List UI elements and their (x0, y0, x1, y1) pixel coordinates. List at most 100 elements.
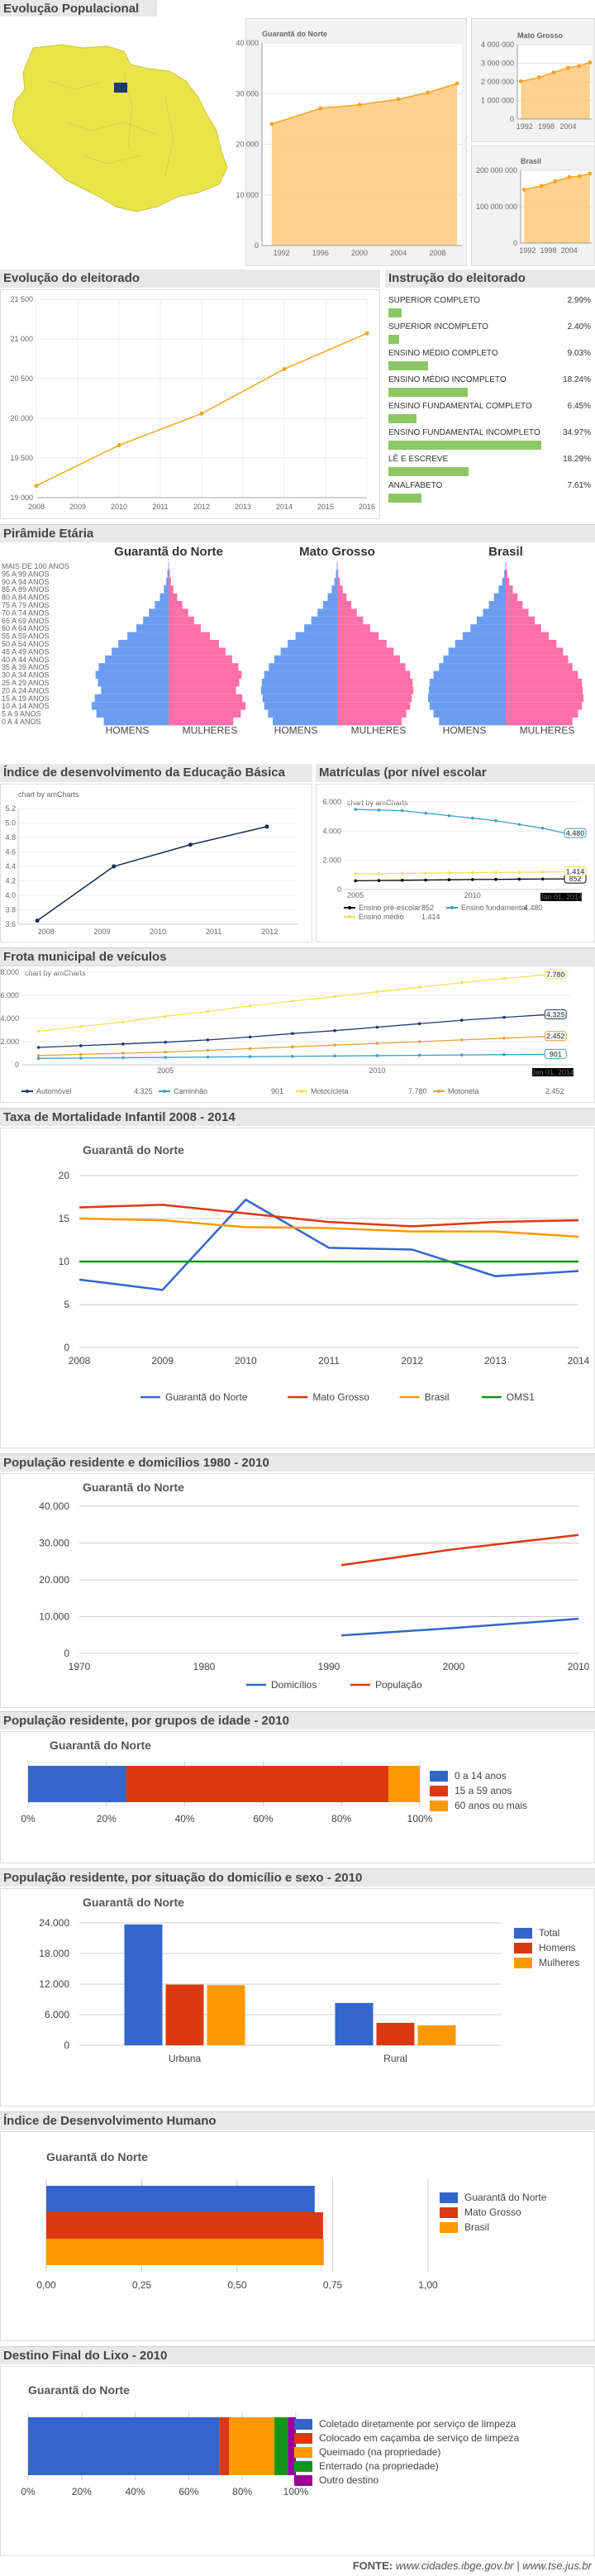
data-point (121, 1056, 125, 1060)
bar-women (169, 647, 226, 656)
education-bar (388, 441, 541, 450)
legend-value: 2.452 (545, 1087, 564, 1095)
data-point (565, 65, 570, 70)
x-tick-label: 2011 (152, 503, 168, 511)
data-point (540, 827, 545, 830)
age-label: 60 A 64 ANOS (2, 624, 50, 632)
data-point (502, 1037, 506, 1040)
chart-title: Guarantã do Norte (262, 30, 327, 38)
data-point (282, 366, 287, 371)
x-tick-label: 1,00 (418, 2279, 438, 2291)
bar-men (91, 702, 169, 710)
value-badge (544, 969, 567, 980)
bar-men (448, 647, 506, 656)
x-tick-label: 2012 (401, 1355, 423, 1367)
data-point (460, 1018, 464, 1022)
section-title-mortality: Taxa de Mortalidade Infantil 2008 - 2014 (0, 1108, 595, 1126)
x-tick-label: 2004 (561, 246, 578, 255)
legend-label: Guarantã do Norte (464, 2192, 547, 2203)
bar-women (169, 577, 171, 586)
x-tick-label: 0% (21, 1813, 36, 1825)
education-row: SUPERIOR INCOMPLETO 2.40% (388, 322, 591, 347)
age-label: 25 A 29 ANOS (2, 679, 50, 687)
stacked-segment (219, 2417, 229, 2475)
data-point (79, 1057, 83, 1060)
age-groups-chart: Guarantã do Norte 0% 20% 40% 60% 80% 100% 0 a 1… (21, 1739, 527, 1825)
data-point (291, 1054, 294, 1058)
bar-men (331, 585, 337, 594)
bar-women (169, 663, 239, 671)
electorate-panel (0, 289, 380, 519)
y-tick-label: 4.4 (5, 862, 16, 871)
bar-women (337, 570, 339, 578)
map-shape (12, 44, 228, 212)
y-tick-label: 20 500 (10, 374, 33, 383)
education-label: SUPERIOR COMPLETO (388, 296, 480, 305)
stacked-segment (388, 1766, 420, 1802)
bar-men (94, 694, 169, 703)
data-point (333, 995, 336, 999)
legend-swatch (294, 2475, 312, 2486)
age-label: 50 A 54 ANOS (2, 640, 50, 648)
chart-title: Guarantã do Norte (83, 1896, 184, 1909)
value-badge (544, 1031, 567, 1042)
series-line (38, 974, 547, 1033)
area-fill (524, 174, 590, 243)
date-badge-text: Jan 01, 2014 (540, 893, 583, 901)
area-fill (271, 83, 458, 246)
date-badge (532, 1068, 574, 1076)
y-tick-label: 20 000 (236, 141, 259, 149)
bar-women (169, 593, 178, 601)
education-value: 34.97% (563, 428, 591, 437)
bar-men (274, 655, 337, 664)
legend-swatch (294, 2447, 312, 2458)
data-point (447, 813, 451, 818)
legend-label: Homens (539, 1942, 576, 1953)
electorate-chart: 19 000 19 500 20 000 20 500 21 000 21 500 2008… (10, 295, 375, 511)
bar-women (337, 709, 407, 718)
education-row: ANALFABETO 7.61% (388, 481, 591, 506)
legend-label: Guarantã do Norte (165, 1391, 248, 1403)
education-bar (388, 494, 422, 503)
value-badge-text: 2.452 (546, 1033, 565, 1041)
y-tick-label: 2.000 (322, 856, 341, 865)
education-bar (388, 335, 399, 344)
series-line (355, 809, 567, 834)
bar-men (95, 670, 169, 679)
bar-men (504, 570, 506, 578)
y-tick-label: 0 (64, 1342, 69, 1353)
vehicles-panel (0, 966, 595, 1103)
bar (124, 1924, 163, 2045)
age-label: 45 A 49 ANOS (2, 647, 50, 656)
bar-men (428, 686, 506, 694)
x-tick-label: 0,00 (36, 2279, 56, 2291)
bar-men (98, 679, 169, 687)
y-tick-label: 10.000 (39, 1611, 69, 1623)
data-point (536, 75, 541, 80)
bar-men (149, 608, 169, 617)
footer-link[interactable]: www.cidades.ibge.gov.br | www.tse.jus.br (395, 2559, 592, 2572)
age-label: 10 A 14 ANOS (2, 702, 50, 710)
data-point (206, 1009, 210, 1014)
age-label: 65 A 69 ANOS (2, 617, 50, 625)
x-tick-label: 2004 (390, 249, 407, 257)
y-tick-label: 4.000 (322, 827, 341, 835)
section-title-ideb: Índice de desenvolvimento da Educação Bá… (0, 764, 312, 782)
bar-men (439, 663, 506, 671)
x-tick-label: 20% (72, 2486, 92, 2497)
x-tick-label: 1990 (318, 1661, 340, 1672)
bar-women (337, 647, 394, 656)
bar-women (169, 694, 243, 703)
data-point (164, 1014, 167, 1018)
data-point (333, 1054, 336, 1058)
x-tick-label: 80% (232, 2486, 252, 2497)
bar-women (337, 640, 387, 648)
legend-swatch (440, 2207, 458, 2218)
education-value: 2.99% (567, 296, 591, 305)
x-tick-label: 2004 (559, 122, 576, 131)
legend-marker (437, 1090, 440, 1093)
data-point (417, 985, 421, 989)
bar-men (322, 601, 337, 609)
legend-swatch (514, 1958, 532, 1968)
series-line (79, 1204, 579, 1228)
